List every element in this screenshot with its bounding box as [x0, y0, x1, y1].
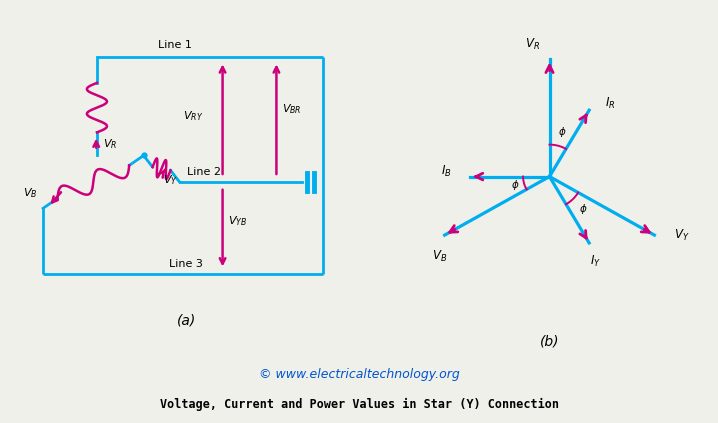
Text: $V_R$: $V_R$ — [526, 37, 541, 52]
Text: $I_Y$: $I_Y$ — [590, 253, 601, 269]
Text: $V_B$: $V_B$ — [432, 249, 447, 264]
Text: $V_Y$: $V_Y$ — [164, 173, 178, 187]
Text: Voltage, Current and Power Values in Star (Y) Connection: Voltage, Current and Power Values in Sta… — [159, 398, 559, 410]
Text: $V_{YB}$: $V_{YB}$ — [228, 214, 247, 228]
Text: Line 2: Line 2 — [187, 167, 220, 177]
Text: $I_R$: $I_R$ — [605, 96, 615, 111]
Text: (a): (a) — [177, 313, 196, 327]
Text: $\phi$: $\phi$ — [579, 202, 587, 216]
Text: $I_B$: $I_B$ — [441, 164, 452, 179]
Text: $V_R$: $V_R$ — [103, 137, 118, 151]
Text: $V_{BR}$: $V_{BR}$ — [281, 102, 302, 116]
Text: $V_Y$: $V_Y$ — [674, 228, 690, 243]
Text: Line 1: Line 1 — [158, 40, 192, 50]
Text: $\phi$: $\phi$ — [557, 125, 566, 139]
Text: © www.electricaltechnology.org: © www.electricaltechnology.org — [258, 368, 460, 381]
Text: Line 3: Line 3 — [169, 259, 202, 269]
Text: $V_{RY}$: $V_{RY}$ — [182, 109, 203, 123]
Text: $\phi$: $\phi$ — [511, 179, 520, 192]
Text: $V_B$: $V_B$ — [23, 187, 38, 201]
Text: (b): (b) — [540, 335, 559, 349]
